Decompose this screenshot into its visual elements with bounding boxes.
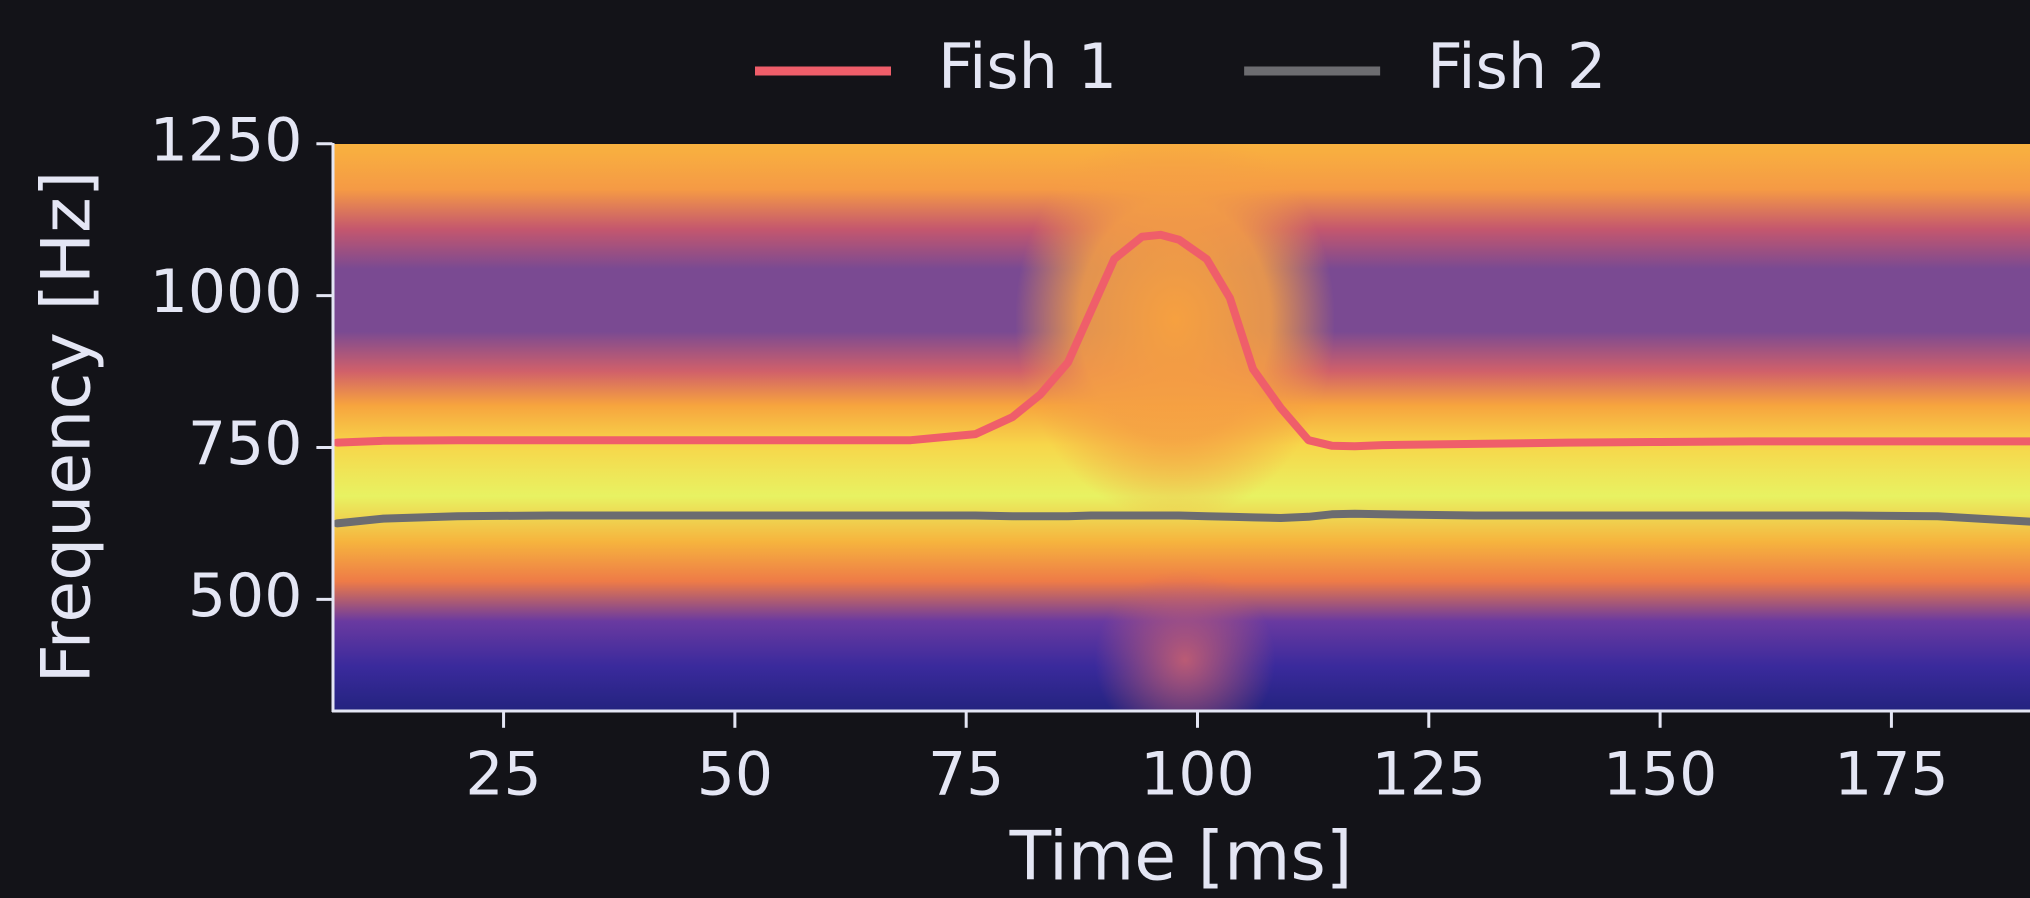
- spectrogram-highlight: [1015, 144, 1335, 520]
- x-tick-label: 25: [465, 739, 541, 809]
- x-tick-label: 175: [1834, 739, 1949, 809]
- x-tick-label: 75: [928, 739, 1004, 809]
- y-tick-label: 500: [188, 561, 303, 631]
- y-tick-label: 1250: [150, 105, 303, 175]
- series-line: [333, 230, 2030, 451]
- spectrogram-highlight: [1095, 570, 1275, 712]
- y-tick-label: 1000: [150, 257, 303, 327]
- y-tick-label: 750: [188, 409, 303, 479]
- legend-label: Fish 1: [938, 30, 1117, 103]
- legend-label: Fish 2: [1427, 30, 1606, 103]
- x-tick-label: 100: [1140, 739, 1255, 809]
- x-tick-label: 125: [1372, 739, 1487, 809]
- y-axis-label: Frequency [Hz]: [28, 171, 107, 684]
- plot-area: [332, 144, 2030, 712]
- x-tick-label: 50: [697, 739, 773, 809]
- series-line: [333, 509, 2030, 528]
- x-axis-label: Time [ms]: [1009, 818, 1353, 897]
- x-tick-label: 150: [1603, 739, 1718, 809]
